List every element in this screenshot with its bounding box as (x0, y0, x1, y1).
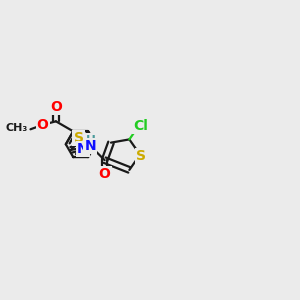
Text: S: S (136, 149, 146, 163)
Text: O: O (99, 167, 111, 182)
Text: N: N (77, 142, 89, 156)
Text: H: H (86, 134, 96, 147)
Text: O: O (50, 100, 62, 114)
Text: CH₃: CH₃ (5, 123, 28, 133)
Text: N: N (84, 140, 96, 153)
Text: Cl: Cl (133, 119, 148, 133)
Text: O: O (37, 118, 49, 132)
Text: S: S (74, 131, 83, 145)
